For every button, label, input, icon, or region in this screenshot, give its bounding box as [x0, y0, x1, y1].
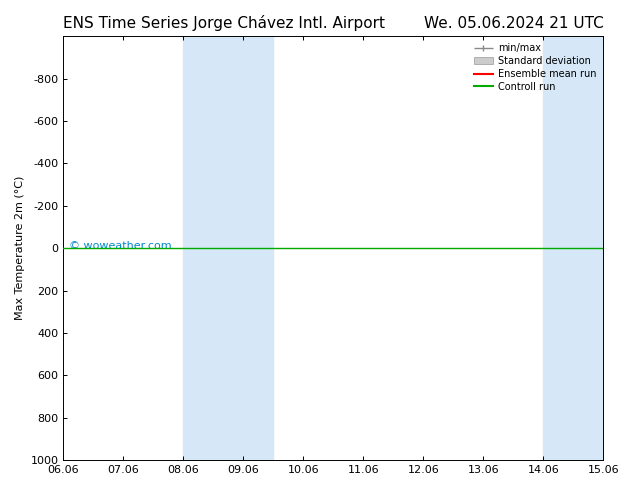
Bar	[543, 36, 603, 460]
Legend: min/max, Standard deviation, Ensemble mean run, Controll run: min/max, Standard deviation, Ensemble me…	[470, 39, 600, 96]
Title: ENS Time Series Jorge Chávez Intl. Airport        We. 05.06.2024 21 UTC: ENS Time Series Jorge Chávez Intl. Airpo…	[63, 15, 604, 31]
Bar	[183, 36, 273, 460]
Text: © woweather.com: © woweather.com	[69, 241, 171, 251]
Y-axis label: Max Temperature 2m (°C): Max Temperature 2m (°C)	[15, 176, 25, 320]
